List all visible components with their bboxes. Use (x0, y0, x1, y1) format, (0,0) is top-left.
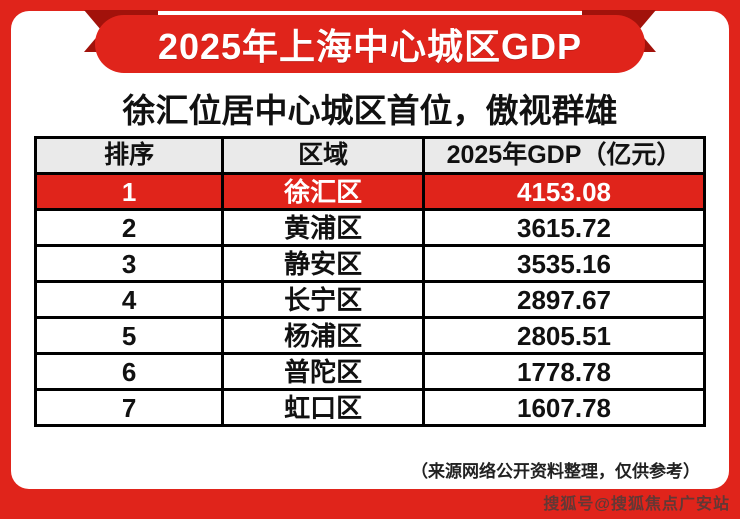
district-cell: 长宁区 (221, 280, 425, 319)
district-cell: 普陀区 (221, 352, 425, 391)
rank-cell: 4 (33, 280, 225, 319)
district-cell: 虹口区 (221, 388, 425, 427)
gdp-cell: 1607.78 (422, 388, 706, 427)
header-rank: 排序 (33, 136, 225, 175)
page-subtitle: 徐汇位居中心城区首位，傲视群雄 (122, 92, 618, 129)
district-cell: 徐汇区 (221, 172, 425, 211)
rank-cell: 6 (33, 352, 225, 391)
gdp-table: 排序 区域 2025年GDP（亿元） 1 徐汇区 4153.08 2 黄浦区 3615.7… (33, 136, 706, 427)
gdp-cell: 3615.72 (422, 208, 706, 247)
rank-cell: 7 (33, 388, 225, 427)
table-header-row: 排序 区域 2025年GDP（亿元） (33, 136, 706, 175)
title-banner: 2025年上海中心城区GDP (95, 15, 645, 73)
district-cell: 杨浦区 (221, 316, 425, 355)
rank-cell: 5 (33, 316, 225, 355)
table-row: 6 普陀区 1778.78 (33, 352, 706, 391)
rank-cell: 2 (33, 208, 225, 247)
gdp-table-body: 1 徐汇区 4153.08 2 黄浦区 3615.72 3 静安区 3535.16 4 长宁区 289… (33, 172, 706, 427)
gdp-table-container: 排序 区域 2025年GDP（亿元） 1 徐汇区 4153.08 2 黄浦区 3615.7… (33, 136, 706, 427)
table-row: 4 长宁区 2897.67 (33, 280, 706, 319)
gdp-cell: 2805.51 (422, 316, 706, 355)
table-row: 1 徐汇区 4153.08 (33, 172, 706, 211)
table-row: 7 虹口区 1607.78 (33, 388, 706, 427)
table-row: 2 黄浦区 3615.72 (33, 208, 706, 247)
district-cell: 黄浦区 (221, 208, 425, 247)
header-gdp: 2025年GDP（亿元） (422, 136, 706, 175)
banner-title: 2025年上海中心城区GDP (157, 26, 583, 67)
source-footnote: （来源网络公开资料整理，仅供参考） (411, 462, 700, 481)
rank-cell: 3 (33, 244, 225, 283)
table-row: 5 杨浦区 2805.51 (33, 316, 706, 355)
rank-cell: 1 (33, 172, 225, 211)
gdp-cell: 2897.67 (422, 280, 706, 319)
header-district: 区域 (221, 136, 425, 175)
watermark-text: 搜狐号@搜狐焦点广安站 (543, 496, 730, 513)
gdp-cell: 1778.78 (422, 352, 706, 391)
table-row: 3 静安区 3535.16 (33, 244, 706, 283)
gdp-cell: 3535.16 (422, 244, 706, 283)
gdp-cell: 4153.08 (422, 172, 706, 211)
district-cell: 静安区 (221, 244, 425, 283)
